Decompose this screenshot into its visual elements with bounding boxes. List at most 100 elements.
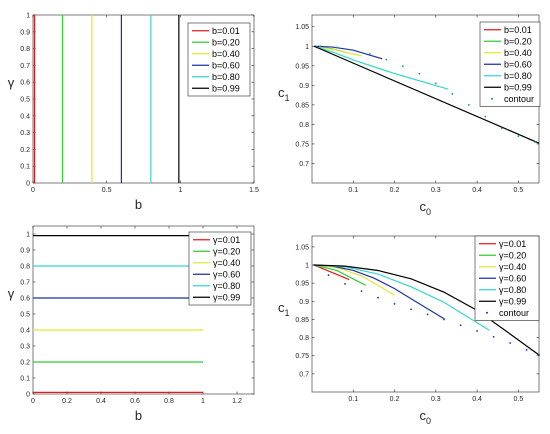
y-tick-label: 0.3 [20, 344, 30, 351]
legend-entry: γ=0.01 [213, 235, 240, 245]
x-tick-label: 0.1 [348, 396, 358, 403]
data-point [509, 342, 512, 344]
series-γ=0.40 [313, 264, 395, 296]
y-tick-label: 0.1 [20, 376, 30, 383]
legend-entry: b=0.20 [212, 37, 240, 47]
y-tick-label: 1 [305, 263, 309, 270]
legend-entry: γ=0.20 [499, 250, 526, 260]
data-point [459, 324, 462, 327]
y-tick-label: 1 [26, 13, 30, 20]
series-b=0.60 [314, 45, 383, 60]
x-axis-label: c0 [420, 199, 432, 217]
legend-marker [486, 311, 488, 314]
legend-entry: b=0.80 [212, 72, 240, 82]
data-point [533, 141, 536, 143]
legend-box [187, 22, 251, 97]
x-tick-label: 0.4 [96, 398, 106, 405]
x-tick-label: 1.5 [249, 187, 259, 194]
x-tick-label: 0.8 [164, 398, 174, 405]
y-axis-label: γ [8, 286, 15, 301]
legend-entry: contour [499, 308, 529, 318]
x-tick-label: 0 [31, 398, 35, 405]
legend-entry: b=0.60 [504, 59, 532, 69]
legend-entry: γ=0.20 [213, 246, 240, 256]
legend-entry: b=0.40 [504, 48, 532, 58]
x-tick-label: 0.5 [102, 187, 112, 194]
series-b=0.80 [313, 45, 449, 90]
data-point [393, 302, 396, 305]
data-point [467, 103, 470, 106]
series-γ=0.01 [313, 264, 350, 281]
y-tick-label: 0.8 [20, 46, 30, 53]
data-point [377, 296, 379, 299]
y-tick-label: 0.9 [299, 299, 309, 306]
data-point [327, 274, 330, 277]
chart-3: 0 0.2 0.4 0.6 0.8 1 1.2 0 0.1 0.2 0.3 0.4 0.5 0.6 0.7 0… [8, 225, 255, 423]
legend-entry: γ=0.40 [213, 258, 240, 268]
series-line [313, 264, 366, 286]
data-point [476, 330, 478, 332]
series-line [313, 45, 362, 57]
y-tick-label: 1.05 [295, 244, 309, 251]
data-point [426, 313, 429, 316]
legend-entry: b=0.01 [504, 25, 532, 35]
data-point [434, 82, 437, 85]
x-axis-label: c0 [420, 408, 432, 426]
x-tick-label: 1.2 [232, 398, 242, 405]
y-tick-label: 0.75 [295, 353, 309, 360]
legend-entry: γ=0.01 [499, 239, 526, 249]
y-tick-label: 0.1 [20, 164, 30, 171]
y-tick-label: 1 [305, 44, 309, 51]
x-tick-label: 0.1 [348, 187, 358, 194]
legend-entry: γ=0.60 [213, 269, 240, 279]
y-tick-label: 0.8 [299, 122, 309, 129]
data-point [484, 115, 487, 118]
series-line [313, 264, 395, 296]
data-point [313, 264, 315, 266]
data-point [525, 349, 528, 351]
series-γ=0.80 [314, 264, 490, 331]
x-tick-label: 0.2 [390, 187, 400, 194]
series-γ=0.20 [313, 264, 366, 286]
legend-marker [491, 97, 493, 100]
legend-entry: γ=0.99 [213, 292, 240, 302]
legend-box [188, 231, 252, 306]
legend: b=0.01b=0.20 b=0.40b=0.60 b=0.80b=0.99 cont… [479, 21, 541, 107]
data-point [335, 46, 338, 49]
data-point [410, 308, 412, 311]
legend-entry: γ=0.99 [499, 296, 526, 306]
y-tick-label: 0.2 [20, 360, 30, 367]
legend: γ=0.01γ=0.20 γ=0.40γ=0.60 γ=0.80γ=0.99 [188, 231, 252, 306]
chart-4: 0.1 0.2 0.3 0.4 0.5 0.7 0.75 0.8 0.85 0.9 0.95 1 1.0… [278, 235, 540, 426]
y-axis-label: c1 [278, 85, 290, 103]
legend-entry: b=0.40 [212, 49, 240, 59]
data-point [418, 72, 421, 75]
y-tick-label: 0.3 [20, 130, 30, 137]
data-point [443, 318, 445, 321]
y-tick-label: 0.5 [20, 97, 30, 104]
y-tick-label: 1.05 [295, 24, 309, 31]
x-tick-label: 0 [31, 187, 35, 194]
x-tick-label: 0.5 [513, 187, 523, 194]
data-point [344, 282, 346, 285]
legend: γ=0.01γ=0.20 γ=0.40γ=0.60 γ=0.80γ=0.99 cont… [474, 235, 540, 321]
y-tick-label: 0.75 [295, 141, 309, 148]
x-tick-label: 0.2 [62, 398, 72, 405]
y-tick-label: 0.8 [20, 264, 30, 271]
y-tick-label: 0.7 [299, 371, 309, 378]
y-tick-label: 0.2 [20, 147, 30, 154]
data-point [385, 58, 388, 61]
series-line [314, 264, 540, 356]
legend-entry: b=0.60 [212, 60, 240, 70]
series-line [314, 264, 490, 331]
y-tick-label: 0.5 [20, 312, 30, 319]
y-tick-label: 1 [26, 232, 30, 239]
legend-entry: γ=0.80 [213, 281, 240, 291]
y-tick-label: 0.85 [295, 102, 309, 109]
x-tick-label: 0.5 [513, 396, 523, 403]
y-tick-label: 0.85 [295, 317, 309, 324]
legend-entry: γ=0.80 [499, 285, 526, 295]
series-contour [313, 264, 540, 356]
y-tick-label: 0.95 [295, 63, 309, 70]
legend-entry: b=0.01 [212, 26, 240, 36]
